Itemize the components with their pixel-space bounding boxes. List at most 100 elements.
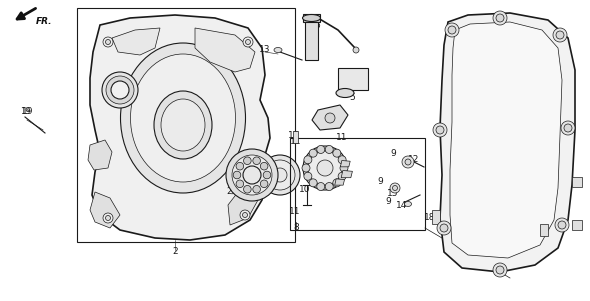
Circle shape bbox=[325, 182, 333, 191]
Circle shape bbox=[260, 162, 268, 170]
Circle shape bbox=[103, 37, 113, 47]
Circle shape bbox=[106, 39, 110, 45]
Circle shape bbox=[317, 182, 325, 191]
Bar bbox=[305, 18, 318, 60]
Text: 11: 11 bbox=[289, 207, 301, 216]
Text: 17: 17 bbox=[289, 131, 300, 139]
Ellipse shape bbox=[106, 76, 134, 104]
Text: 19: 19 bbox=[22, 107, 34, 116]
Circle shape bbox=[496, 14, 504, 22]
Text: 19: 19 bbox=[19, 107, 30, 116]
Ellipse shape bbox=[102, 72, 138, 108]
Circle shape bbox=[309, 149, 317, 157]
Circle shape bbox=[333, 179, 341, 187]
Polygon shape bbox=[90, 192, 120, 228]
Text: 6: 6 bbox=[314, 20, 320, 29]
Polygon shape bbox=[340, 160, 350, 167]
Bar bbox=[540, 224, 548, 236]
Text: 2: 2 bbox=[172, 247, 178, 256]
Polygon shape bbox=[440, 13, 575, 272]
Bar bbox=[290, 138, 425, 230]
Circle shape bbox=[333, 149, 341, 157]
Ellipse shape bbox=[130, 54, 235, 182]
Ellipse shape bbox=[154, 91, 212, 159]
Text: 11: 11 bbox=[336, 134, 348, 142]
Circle shape bbox=[402, 156, 414, 168]
Ellipse shape bbox=[273, 168, 287, 182]
Circle shape bbox=[242, 213, 247, 218]
Circle shape bbox=[555, 218, 569, 232]
Bar bbox=[338, 68, 368, 90]
Ellipse shape bbox=[303, 146, 347, 190]
Circle shape bbox=[390, 183, 400, 193]
Circle shape bbox=[556, 31, 564, 39]
Polygon shape bbox=[112, 28, 160, 55]
Circle shape bbox=[106, 216, 110, 221]
Bar bbox=[572, 177, 582, 187]
Ellipse shape bbox=[274, 48, 282, 52]
Bar bbox=[432, 210, 440, 224]
Circle shape bbox=[392, 185, 398, 191]
Ellipse shape bbox=[226, 149, 278, 201]
Circle shape bbox=[448, 26, 456, 34]
Circle shape bbox=[338, 156, 346, 164]
Ellipse shape bbox=[260, 155, 300, 195]
Circle shape bbox=[558, 221, 566, 229]
Ellipse shape bbox=[317, 160, 333, 176]
Circle shape bbox=[253, 185, 260, 193]
Circle shape bbox=[493, 263, 507, 277]
Circle shape bbox=[405, 159, 411, 165]
Text: 9: 9 bbox=[385, 197, 391, 206]
Polygon shape bbox=[228, 188, 258, 225]
Text: 3: 3 bbox=[455, 38, 461, 46]
Ellipse shape bbox=[111, 81, 129, 99]
Circle shape bbox=[317, 145, 325, 154]
Ellipse shape bbox=[243, 166, 261, 184]
Polygon shape bbox=[195, 28, 255, 72]
Circle shape bbox=[244, 185, 251, 193]
Ellipse shape bbox=[120, 43, 245, 193]
Text: 15: 15 bbox=[387, 188, 399, 197]
Bar bbox=[77, 8, 295, 242]
Circle shape bbox=[437, 221, 451, 235]
Text: 18: 18 bbox=[424, 213, 436, 222]
Circle shape bbox=[496, 266, 504, 274]
Polygon shape bbox=[88, 140, 112, 170]
Text: 21: 21 bbox=[227, 188, 238, 197]
Ellipse shape bbox=[232, 155, 272, 195]
Ellipse shape bbox=[336, 88, 354, 98]
Circle shape bbox=[304, 156, 312, 164]
Circle shape bbox=[302, 164, 310, 172]
Text: 14: 14 bbox=[396, 200, 408, 209]
Polygon shape bbox=[341, 170, 352, 178]
Circle shape bbox=[245, 39, 251, 45]
Bar bbox=[293, 131, 298, 143]
Circle shape bbox=[236, 180, 244, 188]
Polygon shape bbox=[312, 105, 348, 130]
Circle shape bbox=[309, 179, 317, 187]
Circle shape bbox=[103, 213, 113, 223]
Text: 11: 11 bbox=[290, 138, 301, 147]
Text: 7: 7 bbox=[332, 113, 338, 123]
Polygon shape bbox=[450, 22, 562, 258]
Circle shape bbox=[493, 11, 507, 25]
Bar bbox=[303, 14, 320, 22]
Text: 4: 4 bbox=[359, 70, 365, 79]
Circle shape bbox=[240, 210, 250, 220]
Ellipse shape bbox=[303, 14, 320, 21]
Text: 10: 10 bbox=[299, 185, 311, 194]
Polygon shape bbox=[90, 15, 270, 240]
Circle shape bbox=[244, 157, 251, 165]
Text: 20: 20 bbox=[254, 184, 266, 193]
Text: 18: 18 bbox=[535, 225, 546, 234]
Text: 9: 9 bbox=[377, 178, 383, 187]
Circle shape bbox=[340, 164, 348, 172]
Circle shape bbox=[253, 157, 260, 165]
Ellipse shape bbox=[405, 201, 411, 206]
Text: 13: 13 bbox=[259, 45, 271, 54]
Ellipse shape bbox=[353, 47, 359, 53]
Text: FR.: FR. bbox=[36, 17, 53, 26]
Circle shape bbox=[260, 180, 268, 188]
Ellipse shape bbox=[325, 113, 335, 123]
Circle shape bbox=[436, 126, 444, 134]
